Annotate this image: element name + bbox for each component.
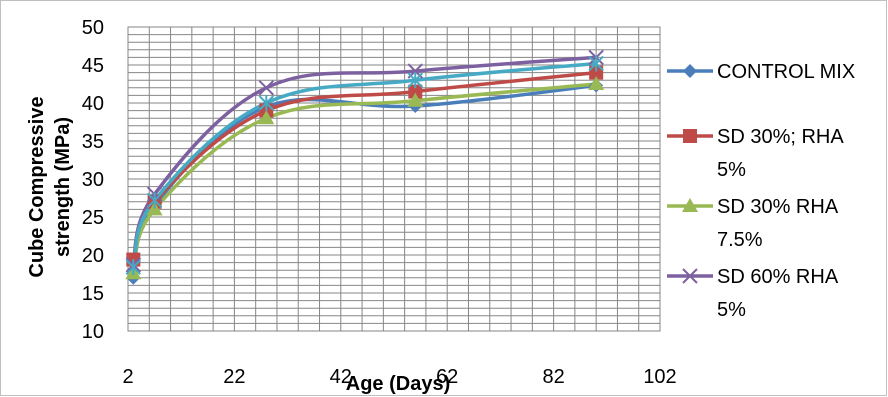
legend-item-sd-30-rha-5: SD 30%; RHA 5% xyxy=(667,126,844,181)
data-point-sd-30-rha-7-5 xyxy=(146,201,163,216)
y-tick-label: 50 xyxy=(82,17,104,39)
x-tick-label: 62 xyxy=(436,366,458,388)
legend-label: SD 30%; RHA xyxy=(717,126,844,148)
x-tick-label: 42 xyxy=(330,366,352,388)
series-layer xyxy=(131,55,597,279)
legend-label: SD 60% RHA xyxy=(717,266,839,288)
y-tick-label: 35 xyxy=(82,131,104,153)
legend-label: 5% xyxy=(717,159,746,181)
legend-marker xyxy=(683,129,697,143)
legend-marker xyxy=(683,64,697,78)
x-axis: 2 22 42 62 82 102 xyxy=(122,366,676,388)
x-axis-title: Age (Days) xyxy=(346,373,450,395)
y-axis-title-line-2: strength (MPa) xyxy=(52,117,74,257)
series-line-sd-30-rha-5 xyxy=(131,70,597,261)
y-tick-label: 15 xyxy=(82,283,104,305)
x-tick-label: 82 xyxy=(542,366,564,388)
legend-label: SD 30% RHA xyxy=(717,196,839,218)
legend-label: 7.5% xyxy=(717,229,763,251)
legend-item-sd-30-rha-7-5: SD 30% RHA 7.5% xyxy=(667,196,839,251)
y-tick-label: 30 xyxy=(82,169,104,191)
data-point-series-5 xyxy=(125,259,142,276)
series-line-control-mix xyxy=(131,83,597,279)
x-tick-label: 2 xyxy=(122,366,133,388)
gridlines xyxy=(127,26,661,332)
legend-marker xyxy=(682,198,698,212)
plot-area xyxy=(127,26,661,332)
legend-item-sd-60-rha-5: SD 60% RHA 5% xyxy=(667,266,839,321)
y-tick-label: 40 xyxy=(82,93,104,115)
legend-label: CONTROL MIX xyxy=(717,61,855,83)
data-point-sd-30-rha-5 xyxy=(408,84,423,99)
data-point-sd-30-rha-7-5 xyxy=(588,76,605,90)
y-tick-label: 45 xyxy=(82,55,104,77)
data-point-series-5 xyxy=(588,55,604,72)
data-point-sd-60-rha-5 xyxy=(258,80,275,96)
y-axis: 10 15 20 25 30 35 40 45 50 xyxy=(82,17,104,343)
data-point-series-5 xyxy=(407,72,423,89)
legend-label: 5% xyxy=(717,299,746,321)
marker-layer xyxy=(125,49,605,285)
data-point-series-5 xyxy=(258,95,275,111)
data-point-sd-30-rha-7-5 xyxy=(258,110,275,125)
x-tick-label: 102 xyxy=(643,366,676,388)
y-tick-label: 20 xyxy=(82,245,104,267)
data-point-sd-30-rha-7-5 xyxy=(407,92,424,107)
data-point-series-5 xyxy=(146,192,163,209)
legend-item-control-mix: CONTROL MIX xyxy=(667,61,855,83)
y-tick-label: 25 xyxy=(82,207,104,229)
data-point-sd-30-rha-5 xyxy=(589,65,604,80)
y-tick-label: 10 xyxy=(82,321,104,343)
x-tick-label: 22 xyxy=(223,366,245,388)
legend-marker xyxy=(682,268,698,284)
y-axis-title-line-1: Cube Compressive xyxy=(26,96,48,277)
